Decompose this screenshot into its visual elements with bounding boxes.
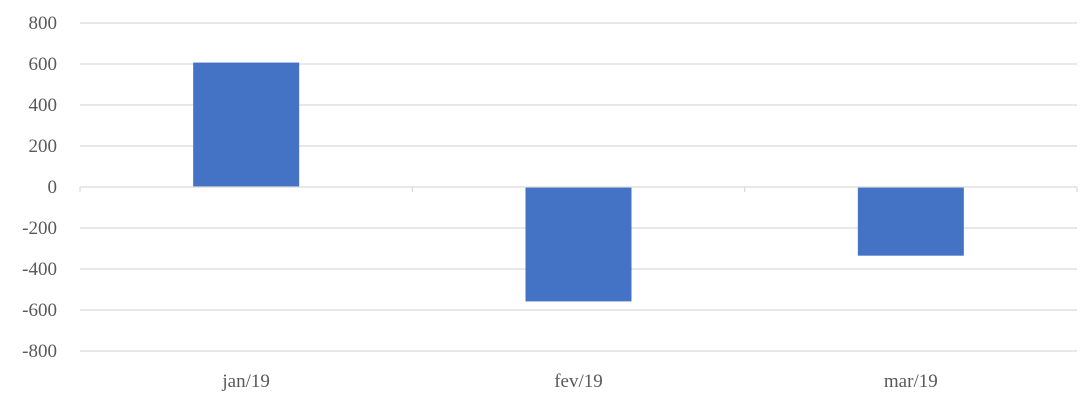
x-tick-label: fev/19 [554, 371, 603, 392]
y-tick-label: 200 [29, 136, 58, 157]
bar-fev-19 [525, 187, 632, 302]
axes [79, 186, 1078, 192]
y-tick-label: 400 [29, 95, 58, 116]
y-tick-label: 0 [48, 177, 58, 198]
x-tick-label: mar/19 [884, 371, 938, 392]
x-tick-label: jan/19 [221, 371, 270, 392]
y-tick-label: 800 [29, 13, 58, 34]
bars [193, 62, 964, 302]
x-tick-labels: jan/19 fev/19 mar/19 [221, 371, 937, 392]
y-tick-label: -200 [22, 218, 57, 239]
y-tick-labels: 800 600 400 200 0 -200 -400 -600 -800 [22, 13, 57, 362]
bar-mar-19 [857, 187, 964, 256]
y-tick-label: -600 [22, 300, 57, 321]
y-tick-label: 600 [29, 54, 58, 75]
y-tick-label: -400 [22, 259, 57, 280]
y-tick-label: -800 [22, 341, 57, 362]
bar-jan-19 [193, 62, 300, 187]
